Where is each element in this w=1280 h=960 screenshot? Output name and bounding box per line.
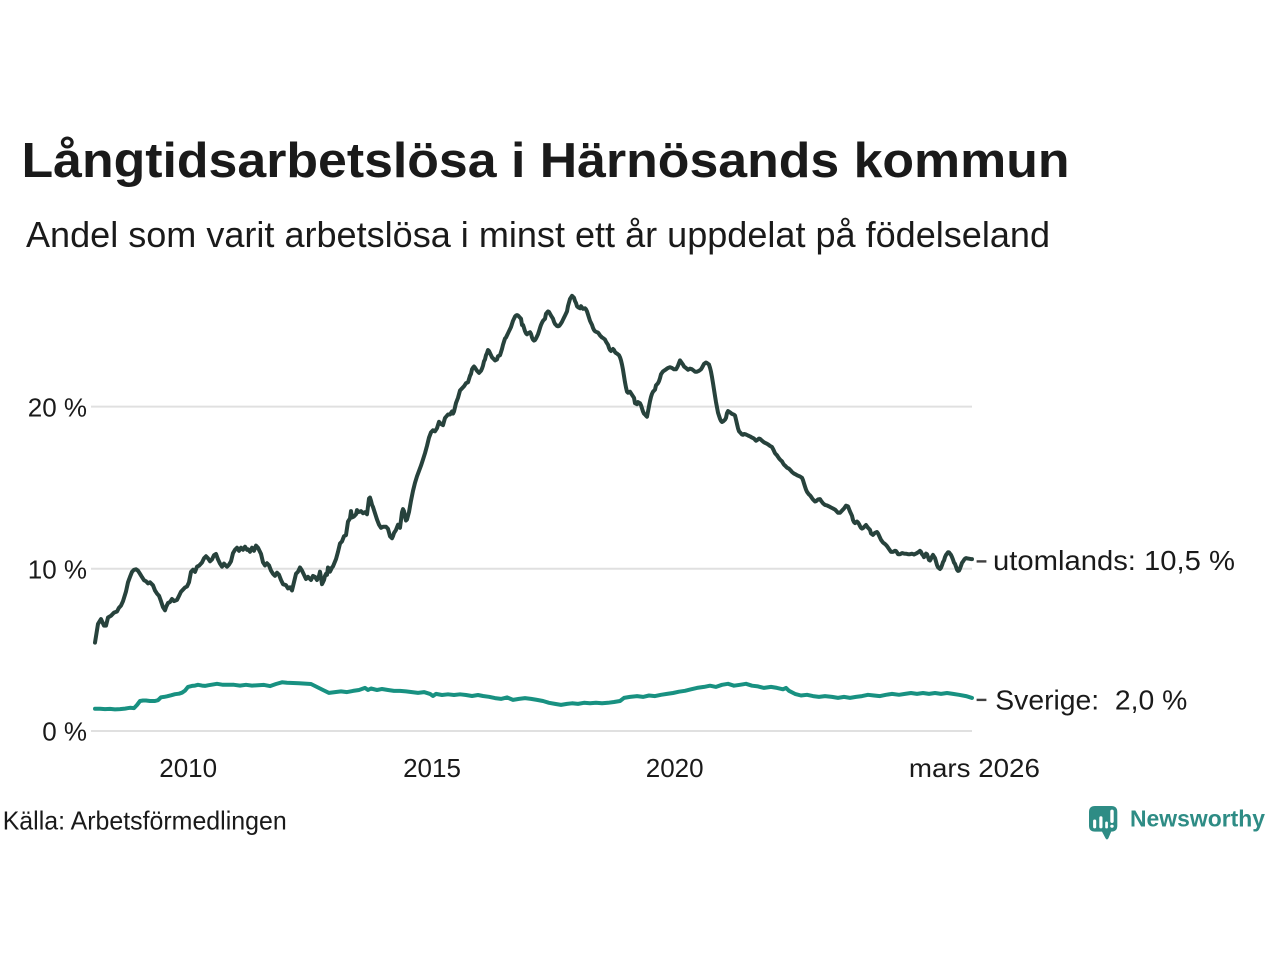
svg-text:0 %: 0 % (42, 717, 87, 747)
svg-text:Andel som varit arbetslösa i m: Andel som varit arbetslösa i minst ett å… (26, 214, 1050, 255)
svg-text:2020: 2020 (646, 753, 704, 783)
svg-text:Källa: Arbetsförmedlingen: Källa: Arbetsförmedlingen (3, 806, 287, 836)
svg-text:mars 2026: mars 2026 (909, 753, 1040, 783)
svg-text:utomlands: 10,5 %: utomlands: 10,5 % (993, 545, 1235, 576)
svg-text:Långtidsarbetslösa i Härnösand: Långtidsarbetslösa i Härnösands kommun (22, 134, 1070, 188)
svg-text:Newsworthy: Newsworthy (1130, 806, 1265, 832)
svg-text:20 %: 20 % (28, 392, 87, 422)
svg-text:Sverige: 2,0 %: Sverige: 2,0 % (995, 684, 1187, 715)
svg-text:2015: 2015 (403, 753, 461, 783)
svg-text:10 %: 10 % (28, 555, 87, 585)
svg-text:2010: 2010 (159, 753, 217, 783)
